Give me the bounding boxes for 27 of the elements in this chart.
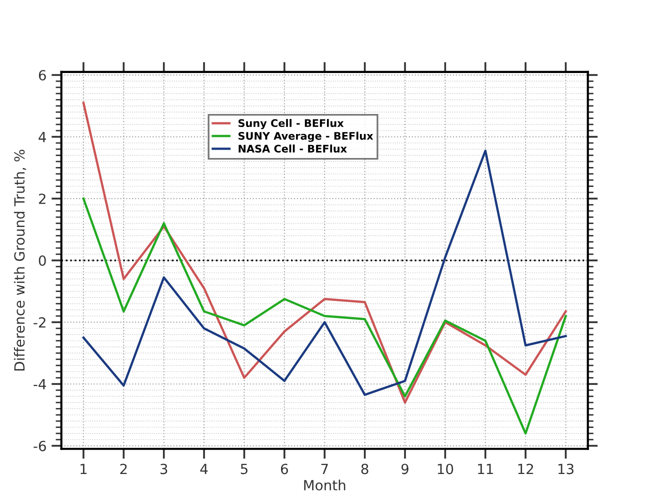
x-tick-label: 3 bbox=[160, 464, 168, 474]
y-tick-label: 4 bbox=[38, 132, 46, 142]
x-tick-label: 8 bbox=[361, 464, 368, 474]
x-tick-label: 2 bbox=[120, 464, 127, 474]
legend-label: SUNY Average - BEFlux bbox=[238, 132, 374, 142]
x-tick-label: 10 bbox=[438, 464, 454, 474]
y-tick-label: 0 bbox=[38, 255, 46, 266]
y-tick-label: 2 bbox=[38, 194, 46, 204]
legend-label: NASA Cell - BEFlux bbox=[238, 144, 347, 153]
y-tick-label: -6 bbox=[34, 440, 46, 452]
x-tick-label: 12 bbox=[518, 464, 534, 474]
x-tick-label: 5 bbox=[240, 464, 248, 474]
y-tick-label: -2 bbox=[34, 317, 46, 328]
y-tick-label: 6 bbox=[38, 70, 46, 80]
x-tick-label: 11 bbox=[478, 464, 493, 474]
x-tick-label: 6 bbox=[280, 464, 288, 474]
x-tick-label: 1 bbox=[80, 464, 87, 474]
line-series bbox=[82, 197, 567, 435]
legend-label: Suny Cell - BEFlux bbox=[238, 118, 344, 130]
line-series bbox=[82, 102, 567, 404]
x-axis-title: Month bbox=[304, 480, 346, 490]
y-tick-label: -4 bbox=[34, 379, 46, 390]
x-tick-label: 13 bbox=[558, 464, 574, 474]
y-axis-title: Difference with Ground Truth, % bbox=[14, 150, 26, 370]
x-tick-label: 4 bbox=[200, 464, 208, 474]
x-tick-label: 9 bbox=[401, 464, 408, 474]
x-tick-label: 7 bbox=[321, 464, 328, 474]
